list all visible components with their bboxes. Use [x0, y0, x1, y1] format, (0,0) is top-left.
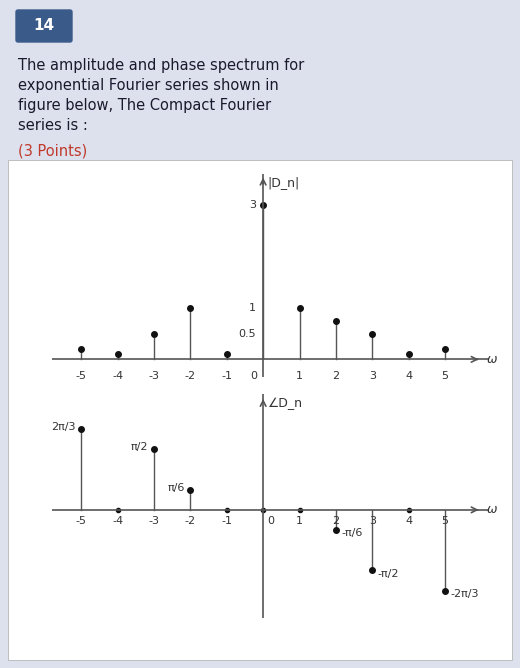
- Text: π/6: π/6: [167, 483, 185, 493]
- Text: -1: -1: [221, 371, 232, 381]
- Text: 1: 1: [296, 371, 303, 381]
- FancyBboxPatch shape: [8, 160, 512, 660]
- Text: ∠D_n: ∠D_n: [267, 397, 303, 410]
- Text: 4: 4: [405, 371, 412, 381]
- Text: 3: 3: [369, 516, 376, 526]
- Text: (3 Points): (3 Points): [18, 144, 87, 159]
- Text: 0: 0: [267, 516, 275, 526]
- Text: exponential Fourier series shown in: exponential Fourier series shown in: [18, 78, 279, 93]
- Text: 3: 3: [249, 200, 256, 210]
- Text: 0: 0: [251, 371, 257, 381]
- Text: -3: -3: [148, 371, 160, 381]
- Text: 1: 1: [296, 516, 303, 526]
- Text: |D_n|: |D_n|: [267, 176, 300, 189]
- Text: 5: 5: [441, 371, 449, 381]
- Text: -5: -5: [75, 516, 87, 526]
- Text: 5: 5: [441, 516, 449, 526]
- Text: -4: -4: [112, 371, 123, 381]
- Text: -π/2: -π/2: [378, 568, 399, 578]
- Text: -π/6: -π/6: [341, 528, 363, 538]
- Text: 1: 1: [249, 303, 256, 313]
- Text: ω: ω: [487, 504, 498, 516]
- Text: 14: 14: [33, 19, 55, 33]
- Text: -3: -3: [148, 516, 160, 526]
- Text: -4: -4: [112, 516, 123, 526]
- Text: The amplitude and phase spectrum for: The amplitude and phase spectrum for: [18, 58, 304, 73]
- Text: 0.5: 0.5: [238, 329, 256, 339]
- FancyBboxPatch shape: [16, 10, 72, 42]
- Text: -1: -1: [221, 516, 232, 526]
- Text: 2: 2: [332, 371, 340, 381]
- Text: π/2: π/2: [131, 442, 149, 452]
- Text: 4: 4: [405, 516, 412, 526]
- Text: -5: -5: [75, 371, 87, 381]
- Text: -2: -2: [185, 516, 196, 526]
- Text: 3: 3: [369, 371, 376, 381]
- Text: ω: ω: [487, 353, 498, 366]
- Text: -2: -2: [185, 371, 196, 381]
- Text: figure below, The Compact Fourier: figure below, The Compact Fourier: [18, 98, 271, 113]
- Text: -2π/3: -2π/3: [450, 589, 479, 599]
- Text: 2π/3: 2π/3: [51, 422, 75, 432]
- Text: 2: 2: [332, 516, 340, 526]
- Text: series is :: series is :: [18, 118, 88, 133]
